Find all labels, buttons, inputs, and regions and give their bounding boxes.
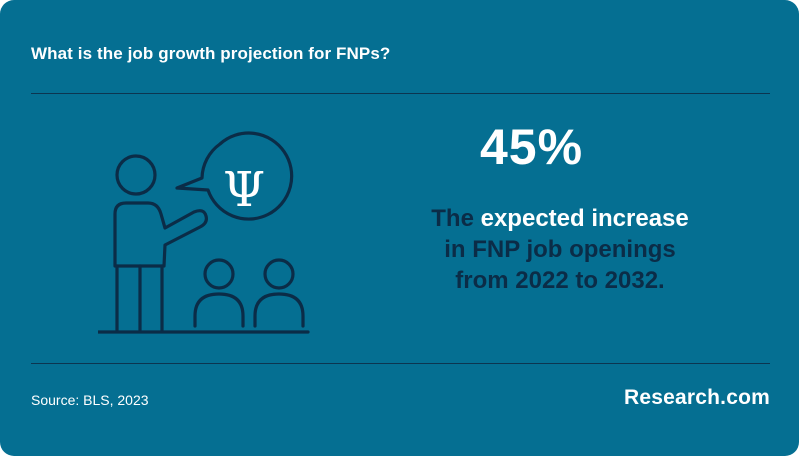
source-text: Source: BLS, 2023 <box>31 392 149 408</box>
teacher-legs-icon <box>115 264 164 332</box>
teacher-body-icon <box>113 201 208 268</box>
stat-description: The expected increase in FNP job opening… <box>400 203 720 296</box>
description-line3: from 2022 to 2032. <box>455 267 665 294</box>
student-head-icon <box>203 258 235 290</box>
student-body-icon <box>253 292 305 328</box>
stat-value: 45% <box>480 119 584 175</box>
description-line1: expected increase <box>480 205 689 232</box>
description-line2: in FNP job openings <box>444 236 676 263</box>
student-body-icon <box>193 292 245 328</box>
speech-bubble-icon <box>175 131 294 221</box>
description-dark-word: The <box>431 205 481 232</box>
psi-symbol-icon: Ψ <box>223 162 265 218</box>
student-head-icon <box>263 258 295 290</box>
top-divider <box>31 93 770 94</box>
brand-logo[interactable]: Research.com <box>624 386 770 409</box>
teacher-students-icon: Ψ <box>98 131 310 334</box>
question-title: What is the job growth projection for FN… <box>31 44 391 63</box>
teacher-head-icon <box>115 154 157 196</box>
bottom-divider <box>31 363 770 364</box>
